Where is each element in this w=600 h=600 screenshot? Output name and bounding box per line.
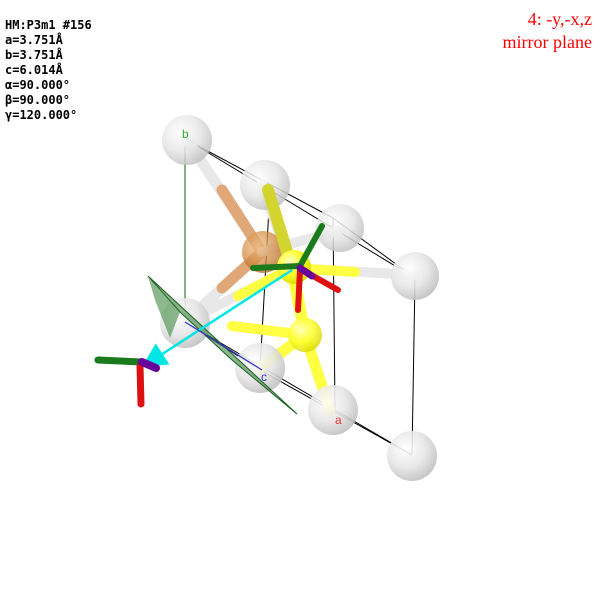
c-axis-line bbox=[184, 321, 263, 371]
local-axis-red bbox=[136, 362, 145, 408]
cell-beta-label: β=90.000° bbox=[5, 93, 71, 107]
local-axis-purple bbox=[138, 358, 160, 372]
local-axis-green bbox=[94, 356, 146, 366]
atom-yellow[interactable] bbox=[288, 318, 322, 352]
local-axis-purple bbox=[296, 264, 316, 280]
cell-edge bbox=[411, 277, 416, 456]
symmetry-operation-panel: 4: -y,-x,z mirror plane bbox=[503, 8, 592, 54]
atom-white[interactable] bbox=[235, 343, 285, 393]
local-axis-green bbox=[250, 263, 303, 271]
local-axis-red bbox=[295, 267, 303, 313]
cell-b-label: b=3.751Å bbox=[5, 48, 63, 62]
atom-white[interactable] bbox=[308, 385, 358, 435]
atom-orange[interactable] bbox=[242, 231, 284, 273]
cell-alpha-label: α=90.000° bbox=[5, 78, 71, 92]
cell-a-label: a=3.751Å bbox=[5, 33, 63, 47]
axis-label-a: a bbox=[335, 413, 342, 427]
local-axes-tip bbox=[94, 356, 160, 408]
cell-gamma-label: γ=120.000° bbox=[5, 108, 78, 122]
atom-white[interactable] bbox=[162, 115, 212, 165]
symmetry-operation-label: 4: -y,-x,z bbox=[527, 9, 592, 29]
local-axis-green bbox=[297, 223, 325, 269]
space-group-label: HM:P3m1 #156 bbox=[5, 18, 92, 32]
symmetry-operation-description: mirror plane bbox=[502, 32, 592, 52]
cell-c-label: c=6.014Å bbox=[5, 63, 63, 77]
atom-white[interactable] bbox=[391, 252, 439, 300]
mirror-plane-lower bbox=[148, 276, 180, 338]
atom-white[interactable] bbox=[387, 431, 437, 481]
atom-white[interactable] bbox=[316, 204, 364, 252]
axis-label-c: c bbox=[261, 370, 267, 384]
axis-label-b: b bbox=[182, 127, 189, 141]
cell-info-panel: HM:P3m1 #156 a=3.751Å b=3.751Å c=6.014Å … bbox=[5, 18, 92, 123]
symmetry-arrow bbox=[141, 268, 293, 368]
local-axes-center bbox=[250, 223, 341, 313]
